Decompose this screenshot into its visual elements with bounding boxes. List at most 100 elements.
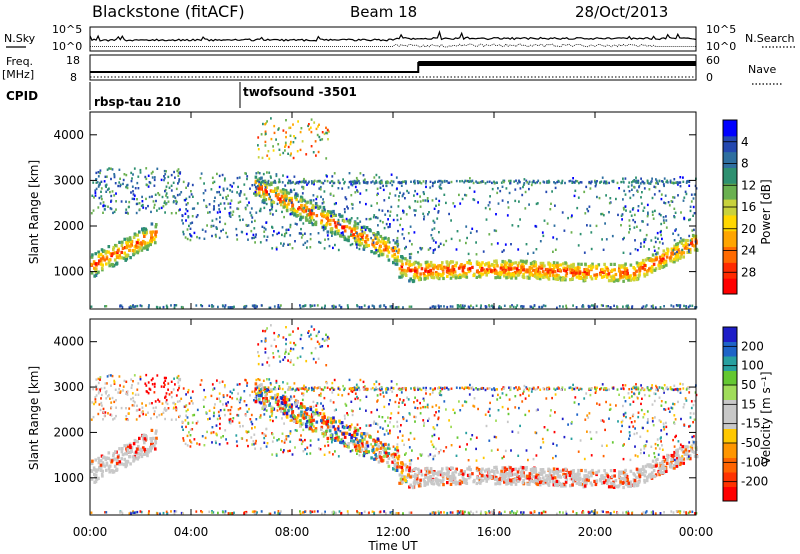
power-cell [108, 264, 111, 268]
power-cell [271, 234, 274, 237]
power-cell [221, 173, 224, 177]
velocity-cell [305, 412, 309, 416]
power-cell [443, 179, 446, 183]
power-cell [269, 175, 272, 178]
velocity-cell [93, 472, 96, 476]
power-cell [198, 236, 201, 240]
velocity-cell [528, 394, 530, 397]
velocity-cell [399, 430, 401, 433]
power-cell [428, 211, 430, 214]
power-cell [268, 197, 271, 201]
power-cell [445, 201, 447, 205]
velocity-cell [259, 401, 263, 405]
power-cell [264, 123, 266, 126]
power-cell [494, 269, 498, 273]
velocity-cell [442, 477, 445, 482]
power-cell [166, 196, 169, 199]
velocity-cell [380, 456, 383, 460]
power-cell [304, 232, 306, 235]
power-cell [660, 258, 664, 262]
power-cell [105, 190, 108, 193]
power-cell [419, 200, 422, 203]
velocity-cell [375, 439, 378, 443]
velocity-cell [485, 424, 488, 428]
velocity-cell [552, 483, 556, 487]
power-cell [621, 218, 623, 221]
power-cell [475, 180, 477, 183]
power-cell [167, 175, 170, 179]
velocity-cell [445, 466, 449, 470]
power-cell [154, 193, 157, 196]
power-cell [187, 182, 190, 185]
velocity-cell [491, 475, 494, 479]
power-cell [351, 207, 354, 210]
noise-sky-trace [89, 29, 697, 42]
power-cell [284, 194, 287, 198]
power-cell [299, 218, 302, 221]
velocity-cell [310, 422, 314, 426]
power-cell [505, 276, 508, 280]
power-cell [589, 182, 592, 185]
power-cell [90, 212, 93, 215]
power-cell [374, 246, 377, 250]
power-cell [325, 157, 328, 160]
power-cell [382, 221, 384, 224]
power-cell [641, 191, 643, 194]
power-cell [395, 257, 398, 261]
velocity-cell [539, 468, 543, 472]
power-cell [291, 181, 294, 184]
velocity-cell [455, 467, 458, 471]
power-cell [356, 304, 358, 307]
velocity-cell [645, 479, 649, 483]
velocity-cell [676, 461, 680, 465]
power-cell [229, 211, 232, 214]
power-cell [405, 182, 407, 185]
power-cell [536, 202, 539, 205]
power-cell [673, 260, 676, 264]
freq-traces [90, 61, 696, 78]
velocity-cell [509, 479, 513, 483]
velocity-cell [115, 467, 119, 471]
velocity-cell [112, 452, 116, 456]
power-cell [670, 251, 674, 255]
velocity-cell [272, 396, 276, 400]
colorbar-tick-label: 28 [741, 265, 756, 279]
velocity-cell [118, 462, 121, 466]
velocity-cell [129, 444, 132, 448]
noise-traces [89, 29, 697, 48]
velocity-cell [521, 481, 525, 485]
power-cell [350, 233, 352, 236]
power-cell [284, 189, 288, 193]
power-cell [95, 178, 98, 181]
velocity-cell [555, 479, 559, 483]
power-cell [533, 304, 536, 307]
power-cell [492, 305, 494, 309]
power-cell [138, 208, 141, 211]
power-cell [219, 216, 221, 219]
power-cell [663, 221, 666, 224]
power-cell [328, 222, 332, 226]
power-cell [586, 207, 589, 211]
velocity-cell [362, 432, 366, 436]
velocity-cell [690, 406, 693, 410]
power-cell [674, 229, 677, 232]
power-cell [95, 187, 98, 191]
velocity-cell [103, 464, 106, 468]
power-cell [338, 213, 341, 217]
velocity-cell [663, 391, 665, 394]
power-cell [302, 210, 306, 214]
velocity-cell [465, 478, 468, 482]
velocity-cell [101, 404, 103, 407]
power-cell [300, 207, 303, 211]
power-cell [316, 180, 319, 183]
power-cell [387, 250, 391, 254]
power-cell [488, 201, 491, 204]
power-cell [138, 202, 141, 205]
velocity-cell [475, 459, 478, 462]
velocity-cell [185, 404, 188, 407]
velocity-cell [429, 467, 433, 471]
velocity-cell [334, 430, 338, 435]
power-cell [493, 180, 495, 183]
velocity-cell [518, 477, 521, 481]
power-cell [134, 233, 137, 237]
